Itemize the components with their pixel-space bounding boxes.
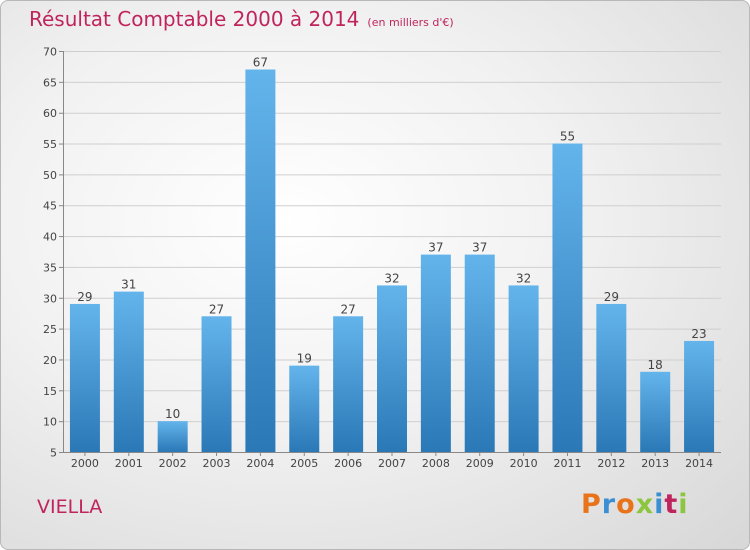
x-tick-label: 2003: [203, 457, 231, 470]
value-label: 29: [604, 290, 619, 304]
x-tick-label: 2014: [685, 457, 713, 470]
value-label: 10: [165, 407, 180, 421]
logo-letter: r: [601, 489, 617, 520]
y-tick-label: 25: [43, 323, 57, 336]
x-tick-label: 2006: [334, 457, 362, 470]
x-tick-label: 2001: [115, 457, 143, 470]
x-tick-label: 2008: [422, 457, 450, 470]
bar-2013: [640, 371, 671, 452]
value-label: 18: [648, 358, 663, 372]
x-tick-label: 2010: [510, 457, 538, 470]
y-tick-label: 60: [43, 107, 57, 120]
value-label: 37: [428, 241, 443, 255]
y-tick-label: 30: [43, 292, 57, 305]
y-tick-label: 10: [43, 416, 57, 429]
bars: 29 31 10 27 67 19 27 32 37 37 32 55 29 18 23: [69, 56, 715, 453]
x-tick-label: 2009: [466, 457, 494, 470]
value-label: 37: [472, 241, 487, 255]
value-label: 27: [209, 302, 224, 316]
proxiti-logo[interactable]: Proxiti: [581, 489, 689, 520]
value-label: 55: [560, 130, 575, 144]
chart-title: Résultat Comptable 2000 à 2014 (en millie…: [29, 7, 454, 31]
y-tick-label: 45: [43, 200, 57, 213]
y-tick-label: 65: [43, 76, 57, 89]
x-tick-label: 2000: [71, 457, 99, 470]
bar-2008: [420, 254, 451, 452]
bar-2002: [157, 421, 188, 452]
value-label: 32: [384, 271, 399, 285]
x-tick-label: 2013: [641, 457, 669, 470]
x-tick-label: 2005: [290, 457, 318, 470]
bar-2009: [464, 254, 495, 452]
value-label: 32: [516, 271, 531, 285]
value-label: 23: [691, 327, 706, 341]
bar-2010: [508, 285, 539, 452]
x-tick-label: 2002: [159, 457, 187, 470]
y-tick-label: 15: [43, 385, 57, 398]
logo-letter: x: [635, 489, 655, 520]
y-tick-label: 50: [43, 169, 57, 182]
value-label: 29: [77, 290, 92, 304]
bar-2012: [596, 303, 627, 452]
x-tick-label: 2012: [597, 457, 625, 470]
bar-2014: [684, 340, 715, 452]
y-tick-label: 55: [43, 138, 57, 151]
x-tick-label: 2011: [553, 457, 581, 470]
logo-letter: P: [581, 489, 602, 520]
y-tick-label: 35: [43, 261, 57, 274]
x-tick-label: 2004: [246, 457, 274, 470]
bar-2006: [333, 316, 364, 452]
value-label: 19: [297, 352, 312, 366]
bar-2001: [113, 291, 144, 452]
bar-2004: [245, 69, 276, 452]
y-tick-label: 5: [50, 447, 57, 460]
logo-letter: t: [664, 489, 679, 520]
logo-letter: i: [654, 489, 665, 520]
value-label: 31: [121, 278, 136, 292]
y-tick-label: 40: [43, 231, 57, 244]
bar-2000: [69, 303, 100, 452]
chart-subtitle: (en milliers d'€): [367, 16, 454, 29]
axes: 5 10 15 20 25 30 35 40 45 50 55 60 65 70 2000 2001 2002 2…: [43, 46, 721, 470]
bar-2007: [377, 285, 407, 452]
logo-letter: o: [616, 489, 636, 520]
chart-title-text: Résultat Comptable 2000 à 2014: [29, 7, 360, 31]
bar-2003: [201, 316, 232, 452]
y-tick-label: 70: [43, 46, 57, 59]
value-label: 67: [253, 56, 268, 70]
logo-letter: i: [678, 489, 689, 520]
bar-2005: [289, 365, 320, 452]
value-label: 27: [340, 302, 355, 316]
x-tick-label: 2007: [378, 457, 406, 470]
y-tick-label: 20: [43, 354, 57, 367]
bar-2011: [552, 143, 583, 453]
town-name: VIELLA: [37, 496, 103, 518]
